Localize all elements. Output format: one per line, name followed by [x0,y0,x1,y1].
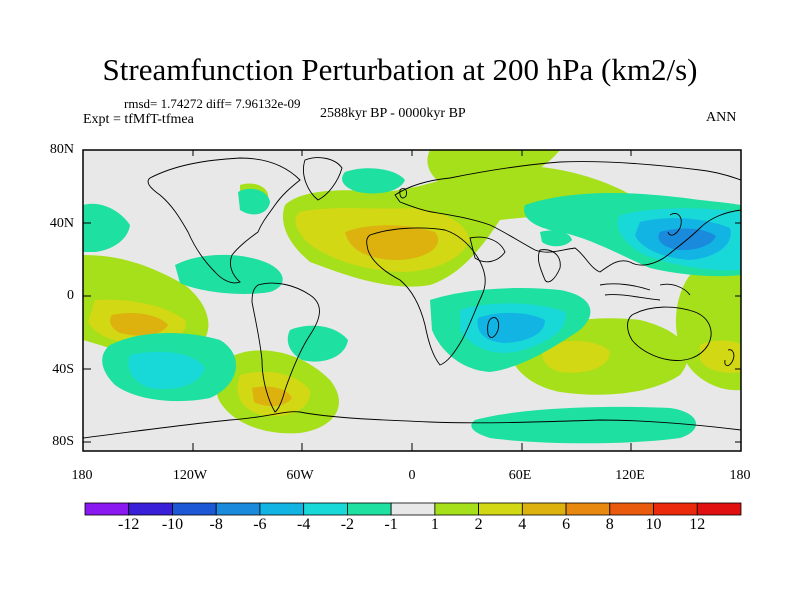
period-label: 2588kyr BP - 0000kyr BP [320,106,466,121]
contour-negative-1-2 [342,168,405,194]
colorbar [84,502,742,516]
experiment-label: Expt = tfMfT-tfmea [83,112,194,127]
coastlines [83,157,741,439]
lat-tick-80s: 80S [52,434,74,449]
colorbar-label: -2 [340,516,355,533]
contour-field [83,150,741,451]
axis-ticks [82,149,742,451]
coastline-south-america [251,282,320,413]
season-label: ANN [706,110,737,125]
coastline-india [537,249,561,283]
coastline-africa [366,227,486,366]
colorbar-label: -10 [161,516,184,533]
colorbar-box [434,502,479,516]
contour-negative-4-6 [477,312,545,343]
chart-title: Streamfunction Perturbation at 200 hPa (… [102,52,698,87]
lon-tick-60w: 60W [286,468,314,483]
lat-tick-40s: 40S [52,362,74,377]
contour-positive-2-4 [700,340,741,373]
colorbar-label: -4 [297,516,311,533]
colorbar-label: -1 [384,516,398,533]
contour-negative-1-2 [175,254,283,294]
coastline-north-america [147,157,301,284]
contour-negative-1-2 [83,203,130,252]
colorbar-box [653,502,698,516]
coastline-greenland [303,157,343,201]
coastline-antarctica [83,411,741,439]
colorbar-box [303,502,348,516]
lon-tick-180w: 180 [71,468,93,483]
colorbar-label: 12 [689,516,706,533]
contour-negative-1-2 [540,230,572,247]
coastline-australia [627,306,712,361]
colorbar-box [390,502,436,516]
colorbar-label: 2 [474,516,483,533]
colorbar-label: -6 [253,516,267,533]
lat-tick-80n: 80N [49,142,74,157]
stats-text: rmsd= 1.74272 diff= 7.96132e-09 [124,96,301,111]
contour-negative-1-2 [287,325,348,362]
colorbar-label: 4 [518,516,527,533]
lat-tick-40n: 40N [49,216,74,231]
colorbar-label: 10 [645,516,662,533]
contour-negative-1-2 [471,406,697,444]
lon-tick-180e: 180 [729,468,751,483]
colorbar-box [521,502,567,516]
contour-negative-1-2 [238,188,270,215]
colorbar-label: 1 [430,516,439,533]
contour-positive-2-4 [542,340,610,373]
lon-tick-0: 0 [408,468,416,483]
colorbar-label: 6 [562,516,571,533]
coastline-uk [399,187,407,199]
colorbar-box [565,502,611,516]
lat-tick-0: 0 [67,288,74,303]
coastline-arabia [469,236,506,263]
colorbar-box [609,502,654,516]
colorbar-label: 8 [605,516,614,533]
colorbar-box [478,502,523,516]
contour-negative-2-4 [128,351,205,390]
coastline-japan [667,213,682,236]
coastline-new-zealand [724,349,735,367]
contour-positive-4-6 [110,313,168,336]
coastline-indonesia [599,283,691,301]
lon-tick-120e: 120E [615,468,645,483]
colorbar-box [84,502,130,516]
colorbar-box [696,502,742,516]
colorbar-label: -12 [118,516,140,533]
colorbar-box [128,502,173,516]
lon-tick-120w: 120W [172,468,208,483]
coastline-eurasia [394,161,741,273]
contour-positive-1-2 [427,150,560,195]
colorbar-box [215,502,261,516]
colorbar-box [346,502,392,516]
colorbar-box [172,502,217,516]
lon-tick-60e: 60E [508,468,532,483]
colorbar-label: -8 [209,516,223,533]
coastline-madagascar [487,317,500,338]
colorbar-box [259,502,305,516]
